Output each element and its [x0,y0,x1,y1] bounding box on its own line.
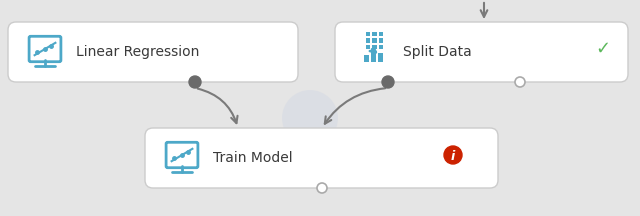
Bar [372,32,376,36]
Bar [365,44,370,49]
PathPatch shape [145,128,498,188]
Circle shape [515,77,525,87]
Text: i: i [451,149,455,162]
Bar [378,44,383,49]
Bar [364,55,369,62]
Bar [365,38,370,43]
FancyBboxPatch shape [166,142,198,168]
FancyArrowPatch shape [325,88,385,124]
Text: ✓: ✓ [595,40,611,58]
Text: Train Model: Train Model [213,151,292,165]
Bar [372,38,376,43]
PathPatch shape [8,22,298,82]
Circle shape [382,76,394,88]
Bar [365,32,370,36]
FancyArrowPatch shape [198,89,237,123]
Bar [378,38,383,43]
Circle shape [282,90,338,146]
PathPatch shape [335,22,628,82]
Bar [378,32,383,36]
FancyBboxPatch shape [29,36,61,62]
Text: Split Data: Split Data [403,45,472,59]
Bar [378,53,383,62]
Text: Linear Regression: Linear Regression [76,45,200,59]
Circle shape [444,146,462,164]
Circle shape [317,183,327,193]
Circle shape [189,76,201,88]
Bar [371,50,376,62]
Bar [372,44,376,49]
